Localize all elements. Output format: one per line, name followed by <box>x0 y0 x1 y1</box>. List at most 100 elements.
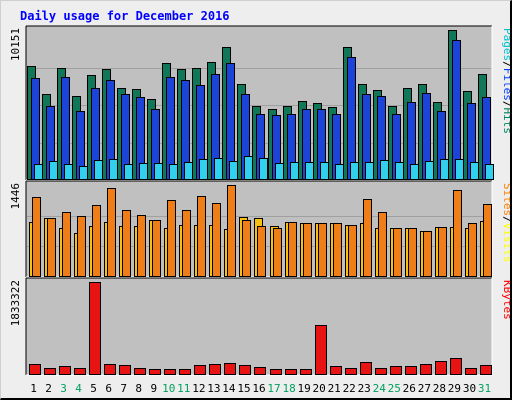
bar-kbytes-day-9 <box>149 369 161 375</box>
bar-sites-day-11 <box>182 210 191 277</box>
bar-pages-day-15 <box>244 156 253 180</box>
bar-pages-day-25 <box>395 162 404 180</box>
bar-kbytes-day-5 <box>89 282 101 375</box>
bar-pages-day-18 <box>290 162 299 180</box>
day-label-8: 8 <box>135 382 142 395</box>
day-label-6: 6 <box>105 382 112 395</box>
day-label-9: 9 <box>150 382 157 395</box>
bar-pages-day-9 <box>154 163 163 180</box>
day-label-25: 25 <box>388 382 401 395</box>
bar-pages-day-7 <box>124 164 133 180</box>
day-label-3: 3 <box>60 382 67 395</box>
bar-pages-day-14 <box>229 161 238 180</box>
bar-sites-day-16 <box>257 226 266 277</box>
bar-pages-day-23 <box>365 162 374 180</box>
bar-kbytes-day-1 <box>29 364 41 375</box>
day-label-19: 19 <box>297 382 310 395</box>
legend-visits: Visits <box>501 223 510 263</box>
bar-sites-day-4 <box>77 216 86 277</box>
bar-kbytes-day-27 <box>420 364 432 375</box>
bar-kbytes-day-21 <box>330 366 342 375</box>
bar-pages-day-19 <box>305 162 314 180</box>
bar-pages-day-28 <box>440 159 449 180</box>
day-label-4: 4 <box>75 382 82 395</box>
bar-kbytes-day-13 <box>209 364 221 375</box>
bar-kbytes-day-29 <box>450 358 462 375</box>
bar-sites-day-3 <box>62 212 71 277</box>
bar-kbytes-day-6 <box>104 364 116 375</box>
day-label-21: 21 <box>328 382 341 395</box>
day-label-15: 15 <box>237 382 250 395</box>
bar-pages-day-27 <box>425 161 434 180</box>
day-label-18: 18 <box>282 382 295 395</box>
bar-sites-day-28 <box>438 227 447 277</box>
bar-sites-day-22 <box>348 225 357 277</box>
bar-pages-day-2 <box>49 161 58 180</box>
day-label-26: 26 <box>403 382 416 395</box>
day-label-31: 31 <box>478 382 491 395</box>
day-label-5: 5 <box>90 382 97 395</box>
bar-pages-day-8 <box>139 163 148 180</box>
bar-sites-day-21 <box>333 223 342 277</box>
day-label-1: 1 <box>30 382 37 395</box>
bar-sites-day-26 <box>408 228 417 277</box>
bar-kbytes-day-7 <box>119 365 131 375</box>
day-label-27: 27 <box>418 382 431 395</box>
bar-kbytes-day-24 <box>375 368 387 375</box>
bar-kbytes-day-22 <box>345 368 357 375</box>
bar-kbytes-day-11 <box>179 369 191 375</box>
panel-kbytes-legend: KBytes <box>501 280 510 320</box>
bar-kbytes-day-16 <box>254 367 266 375</box>
day-label-11: 11 <box>177 382 190 395</box>
bar-sites-day-8 <box>137 215 146 277</box>
bar-pages-day-5 <box>94 160 103 180</box>
day-label-16: 16 <box>252 382 265 395</box>
bar-sites-day-7 <box>122 210 131 277</box>
bar-sites-day-6 <box>107 188 116 277</box>
bar-kbytes-day-8 <box>134 368 146 375</box>
bar-pages-day-12 <box>199 159 208 180</box>
bar-sites-day-19 <box>303 223 312 277</box>
day-label-12: 12 <box>192 382 205 395</box>
bar-pages-day-6 <box>109 159 118 180</box>
legend-kbytes: KBytes <box>501 280 510 320</box>
bar-sites-day-15 <box>242 220 251 277</box>
bar-sites-day-20 <box>318 223 327 277</box>
bar-kbytes-day-30 <box>465 368 477 375</box>
bar-kbytes-day-10 <box>164 369 176 375</box>
bar-files-day-29 <box>452 40 461 180</box>
bar-pages-day-29 <box>455 159 464 180</box>
panel-pages-files-hits-max-label: 10151 <box>9 28 22 61</box>
bar-sites-day-17 <box>273 228 282 277</box>
bar-pages-day-24 <box>380 160 389 180</box>
bar-sites-day-5 <box>92 205 101 277</box>
bar-pages-day-10 <box>169 164 178 180</box>
bar-sites-day-29 <box>453 190 462 277</box>
bar-kbytes-day-28 <box>435 361 447 375</box>
legend-slash: / <box>501 101 510 108</box>
bar-kbytes-day-19 <box>300 369 312 375</box>
bar-sites-day-30 <box>468 223 477 277</box>
panel-sites-visits-max-label: 1446 <box>9 183 22 210</box>
legend-pages: Pages <box>501 28 510 61</box>
bar-kbytes-day-3 <box>59 366 71 375</box>
panel-kbytes-background <box>26 278 492 375</box>
bar-pages-day-31 <box>485 164 494 180</box>
day-label-23: 23 <box>358 382 371 395</box>
bar-kbytes-day-14 <box>224 363 236 375</box>
day-label-22: 22 <box>343 382 356 395</box>
bar-kbytes-day-26 <box>405 366 417 375</box>
chart-title: Daily usage for December 2016 <box>20 9 230 23</box>
bar-pages-day-20 <box>320 162 329 180</box>
bar-pages-day-21 <box>335 164 344 180</box>
bar-sites-day-9 <box>152 220 161 277</box>
bar-pages-day-17 <box>275 163 284 180</box>
legend-sites: Sites <box>501 183 510 216</box>
daily-usage-chart: Daily usage for December 2016 10151 Pages… <box>9 9 512 395</box>
bar-kbytes-day-2 <box>44 368 56 375</box>
bar-kbytes-day-23 <box>360 362 372 375</box>
bar-sites-day-25 <box>393 228 402 277</box>
bar-kbytes-day-20 <box>315 325 327 375</box>
bar-pages-day-16 <box>259 158 268 180</box>
legend-slash: / <box>501 216 510 223</box>
